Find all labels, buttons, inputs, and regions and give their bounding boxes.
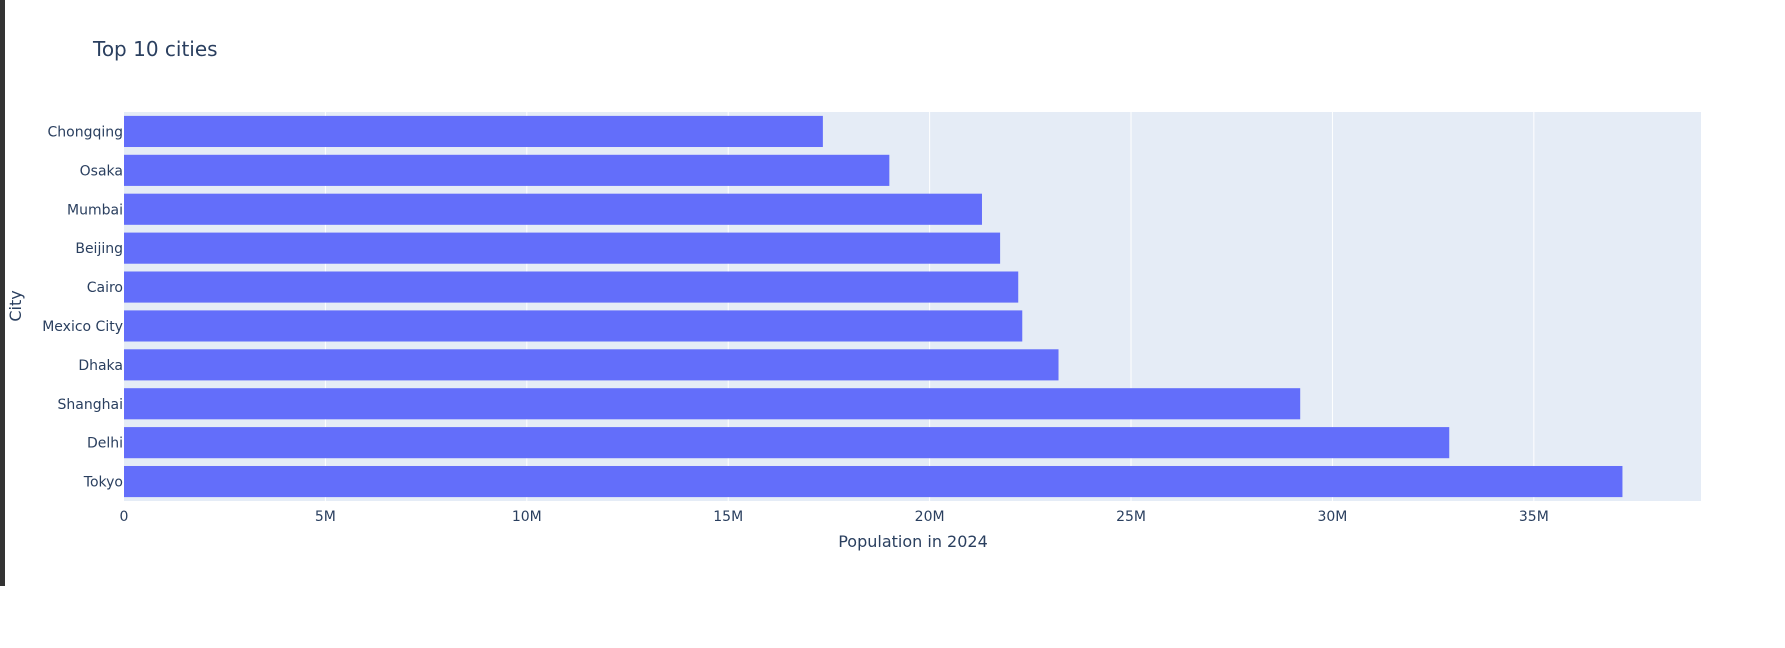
bar-delhi[interactable] [124,427,1450,459]
y-tick-label: Dhaka [78,358,123,374]
bar-chongqing[interactable] [124,115,823,148]
window-edge [0,0,5,586]
bar-osaka[interactable] [124,154,890,186]
y-tick-label: Delhi [87,436,123,452]
x-axis-title: Population in 2024 [838,532,988,551]
x-tick-label: 25M [1116,509,1146,525]
bar-tokyo[interactable] [124,465,1623,498]
y-tick-label: Beijing [75,241,123,257]
bar-mumbai[interactable] [124,193,982,225]
bar-shanghai[interactable] [124,388,1301,420]
y-tick-label: Cairo [87,280,123,296]
bar-beijing[interactable] [124,232,1001,264]
x-tick-label: 30M [1317,509,1347,525]
y-axis-ticks: Tokyo Delhi Shanghai Dhaka Mexico City Cairo B… [42,124,123,490]
bar-dhaka[interactable] [124,349,1059,381]
bars [124,115,1623,498]
y-tick-label: Tokyo [83,475,123,491]
x-axis-ticks: 0 5M 10M 15M 20M 25M 30M 35M [120,509,1549,525]
y-axis-title: City [6,290,25,321]
x-tick-label: 5M [315,509,336,525]
bar-cairo[interactable] [124,271,1019,303]
x-tick-label: 10M [512,509,542,525]
y-tick-label: Shanghai [58,397,123,413]
y-tick-label: Chongqing [47,124,123,140]
x-tick-label: 20M [915,509,945,525]
bar-mexico-city[interactable] [124,310,1023,342]
x-tick-label: 35M [1519,509,1549,525]
x-tick-label: 0 [120,509,129,525]
y-tick-label: Mexico City [42,319,123,335]
y-tick-label: Mumbai [67,202,123,218]
y-tick-label: Osaka [80,163,123,179]
chart-title: Top 10 cities [92,37,218,61]
x-tick-label: 15M [713,509,743,525]
